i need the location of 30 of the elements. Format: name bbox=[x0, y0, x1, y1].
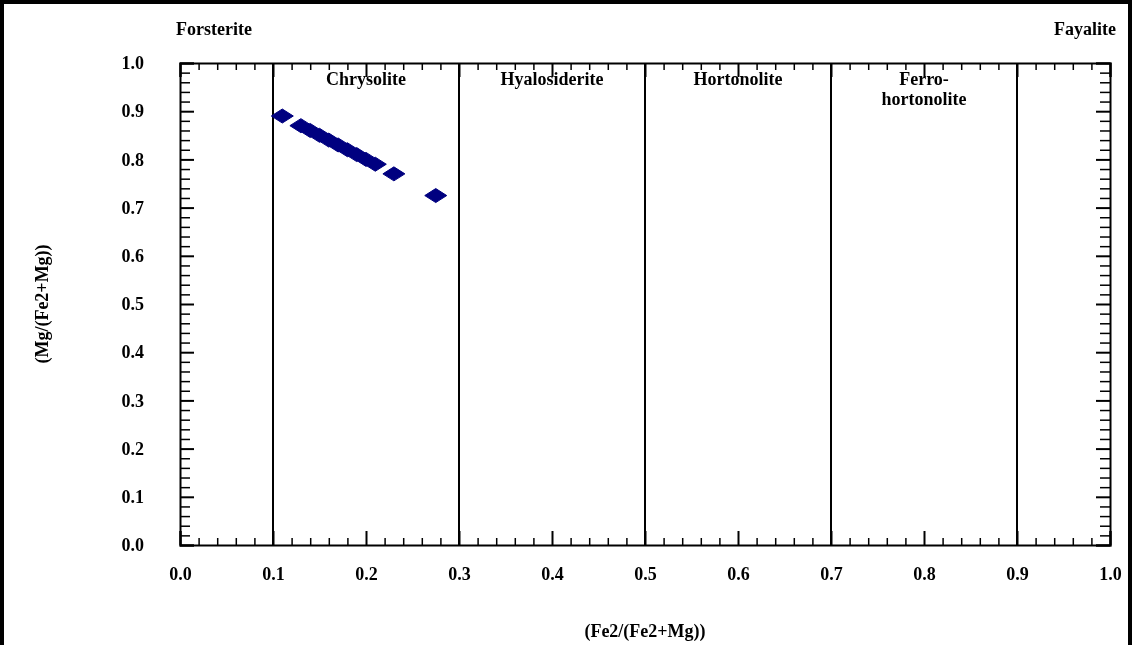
y-tick-label: 0.5 bbox=[121, 294, 144, 315]
x-tick-label: 0.9 bbox=[1006, 563, 1029, 584]
x-tick-label: 0.7 bbox=[820, 563, 843, 584]
annotation: Hortonolite bbox=[693, 69, 783, 89]
x-axis-title: (Fe2/(Fe2+Mg)) bbox=[584, 621, 706, 642]
x-tick-label: 0.4 bbox=[541, 563, 564, 584]
x-tick-label: 0.1 bbox=[262, 563, 285, 584]
y-tick-label: 0.8 bbox=[121, 149, 144, 170]
annotation: Hyalosiderite bbox=[500, 69, 604, 89]
x-tick-label: 1.0 bbox=[1099, 563, 1122, 584]
x-tick-label: 0.6 bbox=[727, 563, 750, 584]
x-tick-label: 0.8 bbox=[913, 563, 936, 584]
y-tick-label: 0.1 bbox=[121, 487, 144, 508]
y-tick-label: 0.2 bbox=[121, 438, 144, 459]
y-tick-label: 0.3 bbox=[121, 390, 144, 411]
y-tick-label: 1.0 bbox=[121, 53, 144, 74]
y-tick-label: 0.6 bbox=[121, 246, 144, 267]
y-tick-label: 0.7 bbox=[121, 197, 144, 218]
x-tick-label: 0.3 bbox=[448, 563, 471, 584]
y-tick-label: 0.4 bbox=[121, 342, 144, 363]
x-tick-label: 0.2 bbox=[355, 563, 378, 584]
y-tick-label: 0.0 bbox=[121, 535, 144, 556]
y-tick-label: 0.9 bbox=[121, 101, 144, 122]
annotation: Chrysolite bbox=[326, 69, 406, 89]
y-axis-title: (Mg/(Fe2+Mg)) bbox=[32, 244, 53, 364]
x-tick-label: 0.0 bbox=[169, 563, 192, 584]
annotation: Ferro- hortonolite bbox=[881, 69, 967, 109]
text: Forsterite bbox=[176, 19, 252, 39]
x-tick-label: 0.5 bbox=[634, 563, 657, 584]
text: Fayalite bbox=[1054, 19, 1117, 39]
